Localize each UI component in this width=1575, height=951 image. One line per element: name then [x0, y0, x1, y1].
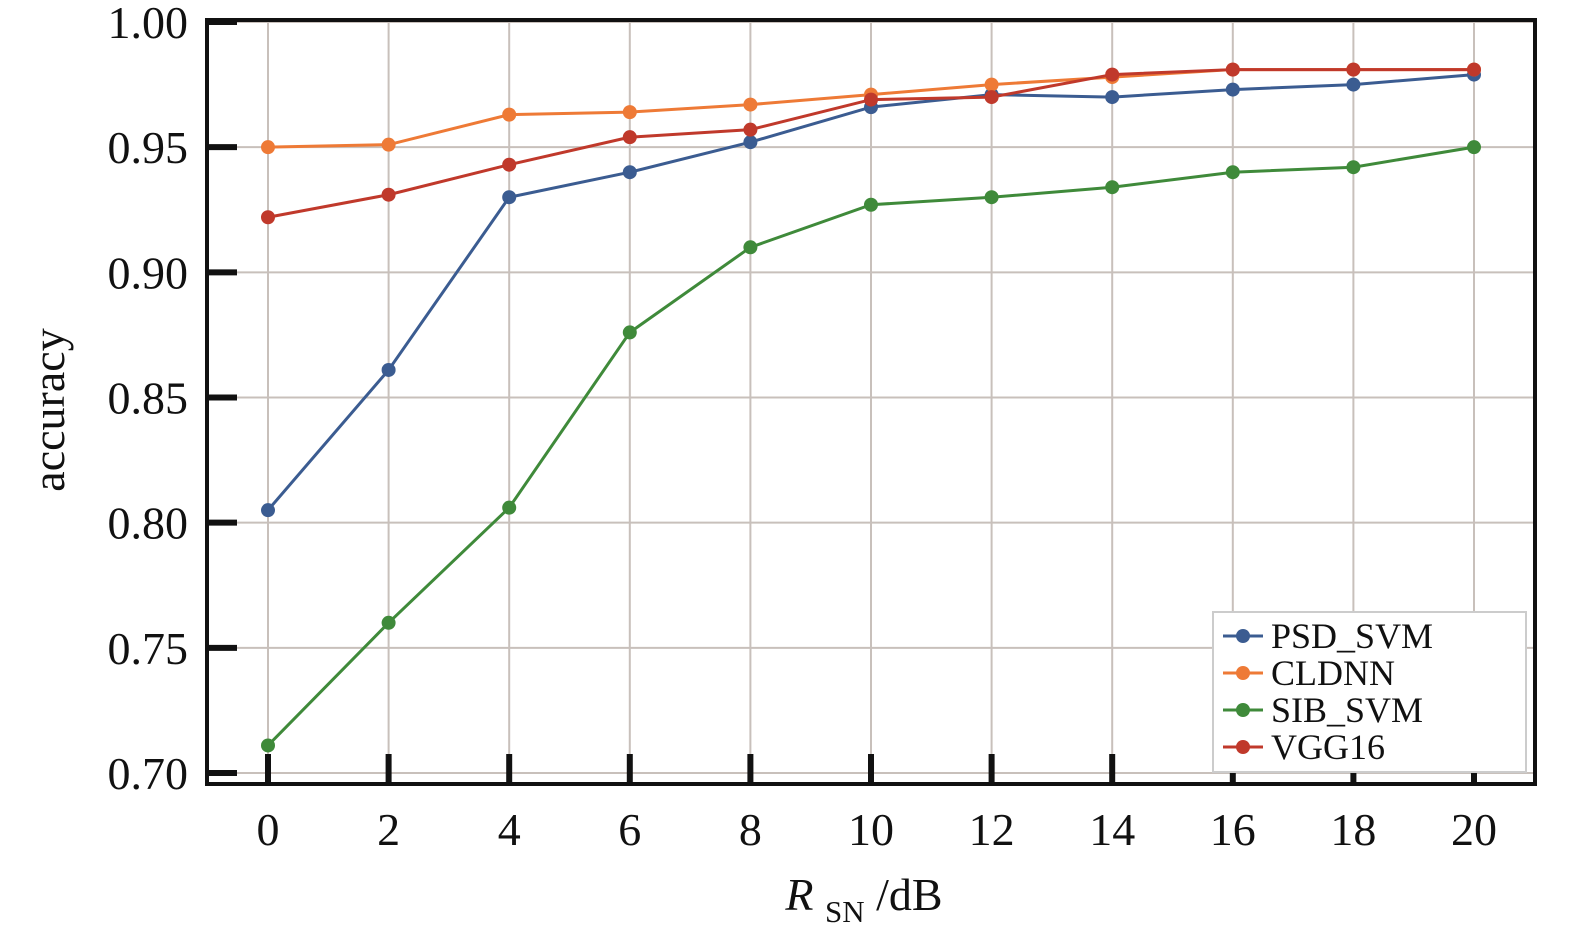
- legend-label-VGG16: VGG16: [1271, 727, 1385, 767]
- data-point-VGG16-16: [1225, 62, 1240, 77]
- y-tick-label-2: 0.80: [108, 498, 189, 549]
- data-point-VGG16-0: [261, 210, 275, 225]
- legend-box: [1212, 611, 1527, 773]
- legend-marker-PSD_SVM: [1236, 629, 1250, 643]
- x-tick-label-1: 2: [377, 804, 400, 855]
- x-tick-label-9: 18: [1330, 804, 1376, 855]
- series-VGG16: [261, 62, 1481, 225]
- y-axis-label: accuracy: [23, 328, 74, 491]
- data-point-SIB_SVM-10: [864, 197, 878, 212]
- data-point-PSD_SVM-14: [1105, 90, 1120, 105]
- y-tick-label-3: 0.85: [108, 373, 189, 424]
- data-point-CLDNN-0: [261, 140, 275, 155]
- data-point-SIB_SVM-14: [1105, 180, 1120, 195]
- data-point-VGG16-10: [864, 92, 878, 107]
- x-tick-label-10: 20: [1451, 804, 1497, 855]
- axis-ticks: [207, 19, 1477, 784]
- x-tick-label-6: 12: [969, 804, 1015, 855]
- data-point-PSD_SVM-4: [502, 190, 517, 205]
- data-point-VGG16-14: [1105, 67, 1120, 82]
- legend-marker-CLDNN: [1236, 666, 1250, 680]
- series-SIB_SVM: [261, 140, 1481, 753]
- data-point-VGG16-20: [1467, 62, 1481, 77]
- legend-marker-VGG16: [1236, 740, 1250, 754]
- x-tick-label-7: 14: [1089, 804, 1135, 855]
- data-point-CLDNN-12: [984, 77, 999, 92]
- data-point-VGG16-12: [984, 90, 999, 105]
- series-layer: [261, 62, 1481, 753]
- data-point-VGG16-4: [502, 157, 517, 172]
- y-tick-label-1: 0.75: [108, 623, 189, 674]
- data-point-SIB_SVM-8: [743, 240, 758, 255]
- data-point-SIB_SVM-4: [502, 500, 517, 515]
- data-point-VGG16-18: [1346, 62, 1361, 77]
- x-tick-label-8: 16: [1210, 804, 1256, 855]
- data-point-CLDNN-8: [743, 97, 758, 112]
- data-point-SIB_SVM-6: [622, 325, 637, 340]
- data-point-CLDNN-4: [502, 107, 517, 122]
- legend-item-CLDNN: CLDNN: [1223, 653, 1395, 693]
- legend-marker-SIB_SVM: [1236, 703, 1250, 717]
- y-tick-label-5: 0.95: [108, 122, 189, 173]
- y-tick-label-6: 1.00: [108, 0, 189, 48]
- data-point-SIB_SVM-18: [1346, 160, 1361, 175]
- legend-label-PSD_SVM: PSD_SVM: [1271, 616, 1433, 656]
- x-tick-label-0: 0: [257, 804, 280, 855]
- data-point-SIB_SVM-20: [1467, 140, 1481, 155]
- data-point-SIB_SVM-2: [381, 615, 396, 630]
- data-point-PSD_SVM-16: [1225, 82, 1240, 97]
- x-tick-label-3: 6: [618, 804, 641, 855]
- y-tick-label-0: 0.70: [108, 748, 189, 799]
- x-tick-label-2: 4: [498, 804, 521, 855]
- data-point-CLDNN-2: [381, 137, 396, 152]
- legend-item-PSD_SVM: PSD_SVM: [1223, 616, 1433, 656]
- legend-item-SIB_SVM: SIB_SVM: [1223, 690, 1423, 730]
- tick-labels: 0 2 4 6 8 10 12 14 16 18 20 0.70 0.75 0.80 0.85 0.90 0.9…: [108, 0, 1498, 855]
- data-point-CLDNN-6: [622, 105, 637, 120]
- x-axis-label-main: R: [784, 869, 813, 920]
- data-point-VGG16-2: [381, 187, 396, 202]
- legend-item-VGG16: VGG16: [1223, 727, 1385, 767]
- data-point-SIB_SVM-16: [1225, 165, 1240, 180]
- legend-label-SIB_SVM: SIB_SVM: [1271, 690, 1423, 730]
- data-point-VGG16-8: [743, 122, 758, 137]
- data-point-PSD_SVM-6: [622, 165, 637, 180]
- x-tick-label-4: 8: [739, 804, 762, 855]
- legend-label-CLDNN: CLDNN: [1271, 653, 1395, 693]
- data-point-PSD_SVM-0: [261, 503, 275, 518]
- x-axis-label-subscript: SN: [825, 894, 865, 929]
- data-point-SIB_SVM-12: [984, 190, 999, 205]
- data-point-PSD_SVM-8: [743, 135, 758, 150]
- x-axis-label: R SN /dB: [784, 869, 942, 932]
- x-axis-label-suffix: /dB: [876, 869, 942, 920]
- data-point-SIB_SVM-0: [261, 738, 275, 753]
- data-point-PSD_SVM-2: [381, 362, 396, 377]
- x-tick-label-5: 10: [848, 804, 894, 855]
- data-point-PSD_SVM-18: [1346, 77, 1361, 92]
- data-point-VGG16-6: [622, 130, 637, 145]
- y-tick-label-4: 0.90: [108, 247, 189, 298]
